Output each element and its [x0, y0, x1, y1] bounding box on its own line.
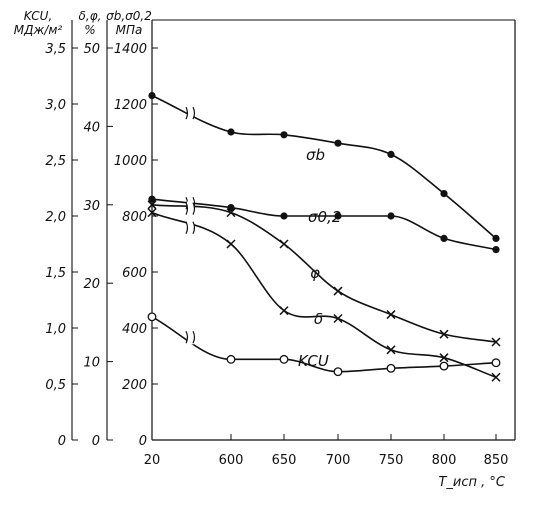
y-axis-1-tick-label: 0 [58, 434, 66, 449]
data-point-b [280, 131, 288, 139]
y-axis-1-tick-label: 0,5 [45, 378, 66, 393]
data-point-series [439, 353, 449, 363]
data-point-series [147, 208, 157, 218]
y-axis-2-tick-label: 0 [92, 434, 100, 449]
data-point-series [386, 310, 396, 320]
y-axis-3-tick-label: 200 [122, 378, 147, 393]
axis-break-mark [185, 106, 196, 120]
series-label-kcu: KCU [298, 352, 329, 370]
axis-break-mark [185, 331, 196, 344]
y-axis-1-tick-label: 3,5 [45, 42, 66, 57]
y-axis-1-tick-label: 3,0 [45, 98, 66, 113]
y-axis-3-tick-label: 800 [122, 210, 147, 225]
x-axis-tick-label: 750 [379, 453, 404, 468]
data-point-series [491, 337, 501, 347]
y-axis-3-tick-label: 1000 [114, 154, 147, 169]
data-point-b [387, 150, 395, 158]
series-label-series: δ [314, 310, 323, 328]
data-point-02 [440, 234, 448, 242]
labels-layer: KCU, МДж/м² 0 0,5 1,0 1,5 2,0 2,5 3,0 3,5 δ,φ, % 0 10… [14, 9, 509, 490]
data-point-b [492, 234, 500, 242]
data-point-02 [334, 212, 342, 220]
data-point-02 [387, 212, 395, 220]
y-axis-2-tick-label: 30 [83, 199, 100, 214]
data-point-series [226, 208, 236, 218]
data-point-b [148, 92, 156, 100]
axis-break-gap [187, 106, 194, 121]
y-axis-1-tick-label: 1,0 [45, 322, 66, 337]
data-point-02 [280, 212, 288, 220]
data-point-kcu [439, 361, 449, 371]
axis-break-gap [187, 220, 194, 235]
data-point-series [279, 239, 289, 249]
y-axis-1-title: KCU, МДж/м² [14, 9, 63, 37]
y-axis-3-tick-label: 0 [139, 434, 147, 449]
data-point-b [227, 128, 235, 136]
x-axis-tick-label: 650 [272, 453, 297, 468]
data-point-02 [148, 195, 156, 203]
y-axis-2-title: δ,φ,% [79, 9, 102, 37]
y-axis-3-title: σb,σ0,2 МПа [106, 9, 152, 37]
data-point-kcu [386, 363, 396, 373]
data-point-b [334, 139, 342, 147]
data-point-kcu [279, 354, 289, 364]
y-axis-2-tick-label: 10 [83, 356, 100, 371]
data-point-kcu [491, 358, 501, 368]
x-axis-tick-label: 850 [484, 453, 509, 468]
y-axis-1-tick-label: 2,0 [45, 210, 66, 225]
y-axis-2-tick-label: 40 [83, 120, 100, 135]
data-point-series [147, 200, 157, 210]
data-point-kcu [147, 312, 157, 322]
axis-break-gap [187, 201, 194, 216]
data-point-series [333, 313, 343, 324]
data-point-02 [227, 204, 235, 212]
y-axis-2-tick-label: 50 [83, 42, 100, 57]
axis-break-mark [185, 221, 196, 234]
x-axis-tick-label: 800 [432, 453, 457, 468]
axis-break-gap [187, 330, 194, 345]
data-point-02 [492, 246, 500, 254]
data-point-series [226, 239, 236, 249]
y-axis-3-tick-label: 600 [122, 266, 147, 281]
series-label-series: φ [310, 264, 320, 282]
series-label-02: σ0,2 [308, 208, 341, 226]
data-point-series [279, 306, 289, 316]
x-axis-title: T_исп , °C [438, 475, 505, 490]
y-axis-3-tick-label: 1200 [114, 98, 147, 113]
x-axis-tick-label: 600 [219, 453, 244, 468]
data-point-series [333, 286, 343, 296]
x-axis-tick-label: 700 [326, 453, 351, 468]
axis-break-mark [185, 202, 196, 215]
data-point-series [491, 372, 501, 382]
y-axis-2-tick-label: 20 [83, 277, 100, 292]
x-axis-tick-label: 20 [144, 453, 161, 468]
y-axis-1-tick-label: 2,5 [45, 154, 66, 169]
y-axis-3-tick-label: 1400 [114, 42, 147, 57]
data-point-series [386, 345, 396, 355]
series-label-b: σb [306, 146, 325, 164]
data-point-b [440, 190, 448, 198]
y-axis-3-tick-label: 400 [122, 322, 147, 337]
markers-layer [147, 92, 501, 382]
data-point-kcu [226, 354, 236, 364]
y-axis-1-tick-label: 1,5 [45, 266, 66, 281]
axes-layer [71, 19, 516, 441]
data-point-kcu [333, 367, 343, 377]
data-point-series [439, 329, 449, 339]
